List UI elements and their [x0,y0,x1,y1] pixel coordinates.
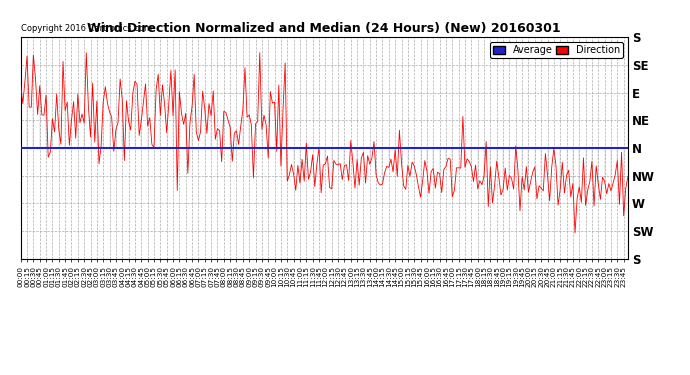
Title: Wind Direction Normalized and Median (24 Hours) (New) 20160301: Wind Direction Normalized and Median (24… [88,22,561,35]
Text: Copyright 2016 Cartronics.com: Copyright 2016 Cartronics.com [21,24,152,33]
Legend: Average, Direction: Average, Direction [491,42,623,58]
